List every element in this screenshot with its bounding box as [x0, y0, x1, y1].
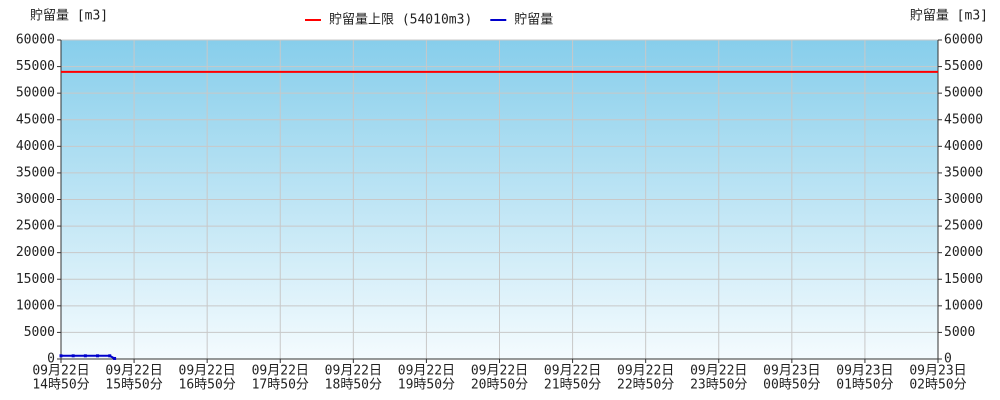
x-tick-label: 18時50分: [325, 378, 382, 393]
y-tick-label: 50000: [16, 86, 55, 101]
legend-label: 貯留量上限 (54010m3): [329, 13, 472, 28]
y2-tick-label: 45000: [944, 112, 983, 127]
y-tick-label: 30000: [16, 192, 55, 207]
point: [59, 354, 63, 358]
point: [96, 354, 100, 358]
point: [83, 354, 87, 358]
x-tick-label: 22時50分: [617, 378, 674, 393]
x-tick-label: 09月22日: [471, 364, 528, 379]
y-tick-label: 60000: [16, 33, 55, 48]
x-tick-label: 09月22日: [32, 364, 89, 379]
y2-tick-label: 0: [944, 352, 952, 367]
x-tick-label: 09月22日: [544, 364, 601, 379]
y-axis-title: 貯留量 [m3]: [30, 9, 108, 24]
y2-tick-label: 60000: [944, 33, 983, 48]
y2-tick-label: 10000: [944, 298, 983, 313]
y-tick-label: 0: [47, 352, 55, 367]
y-tick-label: 45000: [16, 112, 55, 127]
y-tick-label: 25000: [16, 219, 55, 234]
x-tick-label: 00時50分: [763, 378, 820, 393]
y-tick-label: 10000: [16, 298, 55, 313]
x-tick-label: 09月23日: [836, 364, 893, 379]
y-tick-label: 15000: [16, 272, 55, 287]
legend-label: 貯留量: [514, 13, 553, 28]
y2-tick-label: 15000: [944, 272, 983, 287]
x-tick-label: 09月22日: [617, 364, 674, 379]
y-tick-label: 35000: [16, 165, 55, 180]
y2-axis-title: 貯留量 [m3]: [910, 9, 988, 24]
y2-tick-label: 50000: [944, 86, 983, 101]
y2-tick-label: 35000: [944, 165, 983, 180]
y-tick-label: 5000: [24, 325, 55, 340]
x-tick-label: 09月22日: [325, 364, 382, 379]
x-tick-label: 01時50分: [836, 378, 893, 393]
y2-tick-label: 30000: [944, 192, 983, 207]
x-tick-label: 09月23日: [763, 364, 820, 379]
x-tick-label: 02時50分: [909, 378, 966, 393]
y2-tick-label: 20000: [944, 245, 983, 260]
x-tick-label: 16時50分: [179, 378, 236, 393]
x-tick-label: 21時50分: [544, 378, 601, 393]
x-tick-label: 23時50分: [690, 378, 747, 393]
x-tick-label: 14時50分: [32, 378, 89, 393]
y-tick-label: 20000: [16, 245, 55, 260]
x-tick-label: 09月22日: [690, 364, 747, 379]
x-tick-label: 09月23日: [909, 364, 966, 379]
x-tick-label: 09月22日: [398, 364, 455, 379]
y2-tick-label: 40000: [944, 139, 983, 154]
y2-tick-label: 25000: [944, 219, 983, 234]
x-tick-label: 15時50分: [105, 378, 162, 393]
x-tick-label: 09月22日: [179, 364, 236, 379]
point: [113, 356, 117, 360]
x-tick-label: 09月22日: [105, 364, 162, 379]
y-tick-label: 40000: [16, 139, 55, 154]
x-tick-label: 17時50分: [252, 378, 309, 393]
point: [108, 354, 112, 358]
point: [71, 354, 75, 358]
y-tick-label: 55000: [16, 59, 55, 74]
y2-tick-label: 55000: [944, 59, 983, 74]
x-tick-label: 19時50分: [398, 378, 455, 393]
x-tick-label: 20時50分: [471, 378, 528, 393]
y2-tick-label: 5000: [944, 325, 975, 340]
x-tick-label: 09月22日: [252, 364, 309, 379]
